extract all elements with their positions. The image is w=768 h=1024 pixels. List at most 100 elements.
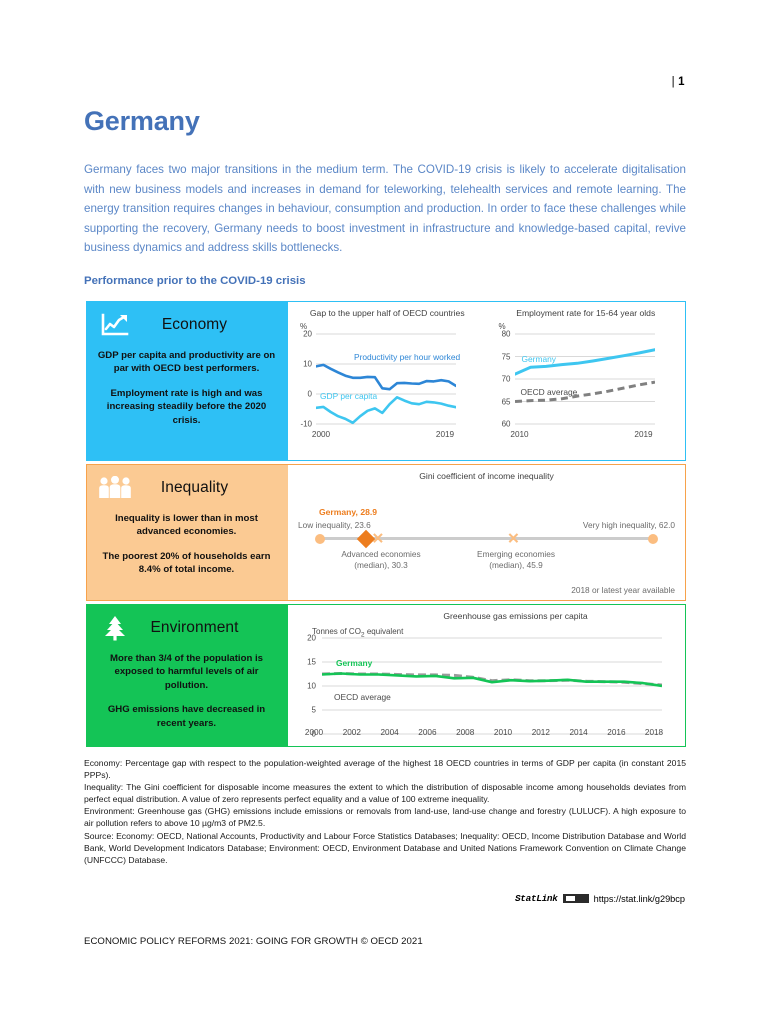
panel-environment-summary: Environment More than 3/4 of the populat… — [87, 605, 286, 746]
panel-economy: Economy GDP per capita and productivity … — [86, 301, 686, 461]
chart-ghg: Greenhouse gas emissions per capita Tonn… — [288, 605, 685, 746]
gini-marker-veryhigh — [648, 533, 658, 544]
xtick: 2004 — [380, 728, 399, 737]
chart-ghg-yaxis: 20 15 10 5 0 — [296, 634, 318, 739]
page-number-value: 1 — [678, 76, 685, 88]
ytick: 10 — [307, 681, 316, 691]
panel-environment-bullets: More than 3/4 of the population is expos… — [95, 652, 278, 730]
gini-label-advanced-line1: Advanced economies — [341, 549, 421, 559]
chart-gap-upper-half: Gap to the upper half of OECD countries … — [288, 302, 487, 460]
chart-gap-yaxis: 20 10 0 -10 — [294, 330, 314, 440]
ytick: 0 — [307, 389, 312, 399]
statlink[interactable]: StatLink https://stat.link/g29bcp — [515, 893, 685, 904]
ytick: -10 — [300, 419, 312, 429]
gini-label-advanced-line2: (median), 30.3 — [354, 560, 408, 570]
footnotes: Economy: Percentage gap with respect to … — [84, 757, 686, 866]
chart-gap-legend-productivity: Productivity per hour worked — [354, 352, 460, 362]
chart-ghg-svg — [322, 637, 662, 735]
panel-environment-chart: Greenhouse gas emissions per capita Tonn… — [286, 605, 685, 746]
ytick: 80 — [501, 329, 511, 339]
panel-economy-bullets: GDP per capita and productivity are on p… — [95, 349, 278, 427]
section-subheading: Performance prior to the COVID-19 crisis — [84, 275, 306, 287]
note-source: Source: Economy: OECD, National Accounts… — [84, 830, 686, 865]
chart-gini-title: Gini coefficient of income inequality — [419, 471, 554, 481]
panel-inequality-summary: Inequality Inequality is lower than in m… — [87, 465, 286, 600]
page-title: Germany — [84, 106, 200, 136]
ytick: 0 — [311, 729, 316, 739]
panel-economy-bullet-2: Employment rate is high and was increasi… — [106, 387, 267, 426]
panel-inequality-bullet-1: Inequality is lower than in most advance… — [115, 513, 258, 538]
xtick: 2000 — [311, 430, 331, 439]
xtick: 2002 — [342, 728, 361, 737]
panel-economy-title: Economy — [161, 315, 228, 333]
xtick: 2006 — [418, 728, 437, 737]
gini-label-emerging-line1: Emerging economies — [477, 549, 555, 559]
gini-marker-advanced: ✕ — [371, 530, 385, 547]
chart-gap-svg — [316, 333, 456, 425]
xtick: 2008 — [456, 728, 475, 737]
page-footer: ECONOMIC POLICY REFORMS 2021: GOING FOR … — [84, 936, 423, 947]
intro-paragraph: Germany faces two major transitions in t… — [84, 163, 686, 254]
ytick: 65 — [501, 397, 511, 406]
chart-gap-title: Gap to the upper half of OECD countries — [309, 308, 465, 318]
note-inequality: Inequality: The Gini coefficient for dis… — [84, 782, 686, 805]
panel-inequality-bullet-2: The poorest 20% of households earn 8.4% … — [102, 550, 271, 576]
chart-employment-title: Employment rate for 15-64 year olds — [516, 308, 656, 318]
chart-gap-legend-gdp: GDP per capita — [320, 391, 378, 401]
gini-label-low: Low inequality, 23.6 — [298, 520, 371, 530]
panel-economy-charts: Gap to the upper half of OECD countries … — [286, 302, 685, 460]
chart-employment-legend-germany: Germany — [521, 354, 556, 364]
page-number: | 1 — [672, 76, 685, 88]
chart-employment-yaxis: 80 75 70 65 60 — [493, 330, 513, 440]
line-chart-up-icon — [95, 313, 135, 337]
xtick: 2010 — [510, 430, 529, 439]
panel-environment-title: Environment — [150, 618, 239, 636]
chart-employment-unit: % — [498, 322, 506, 331]
gini-label-emerging-line2: (median), 45.9 — [489, 560, 543, 570]
ytick: 75 — [501, 352, 511, 361]
panel-inequality: Inequality Inequality is lower than in m… — [86, 464, 686, 601]
ytick: 20 — [303, 329, 312, 339]
statlink-label: StatLink — [514, 893, 558, 904]
gini-label-veryhigh: Very high inequality, 62.0 — [582, 520, 675, 530]
gini-label-germany: Germany, 28.9 — [318, 507, 378, 517]
note-environment: Environment: Greenhouse gas (GHG) emissi… — [84, 806, 686, 829]
panel-inequality-bullets: Inequality is lower than in most advance… — [95, 512, 278, 577]
panel-economy-summary: Economy GDP per capita and productivity … — [87, 302, 286, 460]
panel-environment-header: Environment — [95, 611, 278, 644]
chart-ghg-plot: 20 15 10 5 0 — [296, 634, 675, 739]
chart-gap-unit: % — [300, 322, 308, 331]
xtick: 2019 — [634, 430, 653, 439]
statlink-url[interactable]: https://stat.link/g29bcp — [593, 893, 685, 904]
chart-gini-scale: Gini coefficient of income inequality ✕ … — [288, 465, 685, 600]
xtick: 2014 — [569, 728, 588, 737]
ytick: 60 — [501, 419, 511, 429]
panel-environment-bullet-2: GHG emissions have decreased in recent y… — [107, 704, 266, 729]
page-number-separator: | — [671, 76, 676, 88]
chart-ghg-legend-germany: Germany — [336, 658, 373, 668]
panel-economy-bullet-1: GDP per capita and productivity are on p… — [97, 350, 276, 375]
panel-inequality-chart: Gini coefficient of income inequality ✕ … — [286, 465, 685, 600]
chart-ghg-legend-oecd: OECD average — [334, 692, 391, 702]
chart-gap-plot: 20 10 0 -10 — [294, 330, 481, 440]
gini-axis-line: ✕ ✕ — [315, 529, 658, 548]
xtick: 2012 — [531, 728, 550, 737]
chart-employment-svg — [514, 333, 655, 425]
panel-economy-header: Economy — [95, 308, 278, 341]
ytick: 10 — [303, 359, 312, 369]
gini-marker-emerging: ✕ — [507, 530, 520, 547]
panel-environment: Environment More than 3/4 of the populat… — [86, 604, 686, 747]
chart-ghg-unit: Tonnes of CO2 equivalent — [312, 627, 404, 639]
panel-environment-bullet-1: More than 3/4 of the population is expos… — [110, 653, 263, 691]
xtick: 2010 — [493, 728, 513, 737]
ytick: 15 — [307, 657, 316, 667]
chart-employment-plot: 80 75 70 65 60 — [493, 330, 680, 440]
gini-marker-low — [315, 533, 325, 544]
xtick: 2018 — [644, 728, 664, 737]
note-economy: Economy: Percentage gap with respect to … — [84, 758, 686, 781]
panel-inequality-title: Inequality — [160, 478, 229, 496]
xtick: 2000 — [304, 728, 324, 737]
chart-ghg-title: Greenhouse gas emissions per capita — [443, 611, 588, 621]
xtick: 2016 — [607, 728, 626, 737]
